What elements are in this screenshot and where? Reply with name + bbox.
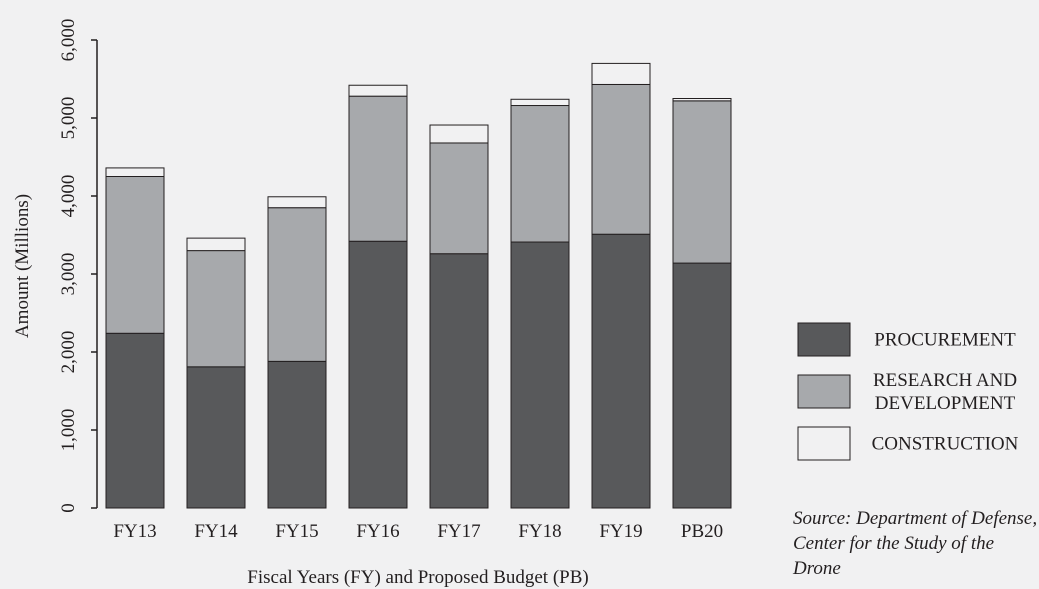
bar-segment xyxy=(348,95,408,242)
bar-segment xyxy=(186,237,246,252)
legend-swatch xyxy=(797,374,851,409)
bar-segment xyxy=(429,253,489,509)
bar-segment xyxy=(591,83,651,235)
bar-segment xyxy=(267,360,327,509)
y-tick-label: 1,000 xyxy=(58,409,79,452)
legend-swatch xyxy=(797,426,851,461)
bar-segment xyxy=(510,98,570,107)
bar-segment xyxy=(348,84,408,97)
bar-segment xyxy=(186,250,246,368)
x-tick-label: FY13 xyxy=(113,521,156,542)
x-axis-title: Fiscal Years (FY) and Proposed Budget (P… xyxy=(247,567,588,588)
x-tick-label: FY16 xyxy=(356,521,399,542)
bar-segment xyxy=(186,366,246,509)
x-tick-label: FY19 xyxy=(599,521,642,542)
x-axis-tick-labels: FY13 FY14 FY15 FY16 FY17 FY18 FY19 PB20 xyxy=(113,521,723,542)
y-tick-label: 0 xyxy=(58,503,79,513)
x-tick-label: PB20 xyxy=(681,521,723,542)
bar-segment xyxy=(348,240,408,509)
plot-area xyxy=(105,62,732,509)
bar-segment xyxy=(672,98,732,102)
legend-swatch xyxy=(797,322,851,357)
x-tick-label: FY14 xyxy=(194,521,238,542)
bar-segment xyxy=(591,62,651,85)
y-axis-title: Amount (Millions) xyxy=(12,194,33,338)
bar-segment xyxy=(510,105,570,243)
legend-label: PROCUREMENT xyxy=(874,330,1016,351)
legend-label: CONSTRUCTION xyxy=(872,434,1019,455)
bar-segment xyxy=(267,196,327,209)
x-tick-label: FY15 xyxy=(275,521,318,542)
x-tick-label: FY17 xyxy=(437,521,480,542)
bar-segment xyxy=(591,233,651,509)
bar-segment xyxy=(510,241,570,509)
y-axis-ticks: 0 1,000 2,000 3,000 4,000 5,000 6,000 xyxy=(58,19,97,513)
bar-segment xyxy=(105,167,165,177)
legend: PROCUREMENT RESEARCH AND DEVELOPMENT CONSTR… xyxy=(797,322,1019,461)
y-tick-label: 2,000 xyxy=(58,331,79,374)
y-tick-label: 4,000 xyxy=(58,175,79,218)
y-tick-label: 6,000 xyxy=(58,19,79,62)
bar-segment xyxy=(672,100,732,264)
bar-segment xyxy=(105,176,165,334)
bar-segment xyxy=(105,332,165,509)
source-note: Source: Department of Defense, Center fo… xyxy=(793,508,1038,579)
bar-segment xyxy=(267,207,327,362)
x-tick-label: FY18 xyxy=(518,521,561,542)
bar-segment xyxy=(429,124,489,144)
bar-segment xyxy=(429,142,489,255)
bar-segment xyxy=(672,262,732,509)
y-tick-label: 3,000 xyxy=(58,253,79,296)
legend-label: RESEARCH AND DEVELOPMENT xyxy=(873,370,1017,414)
y-tick-label: 5,000 xyxy=(58,97,79,140)
